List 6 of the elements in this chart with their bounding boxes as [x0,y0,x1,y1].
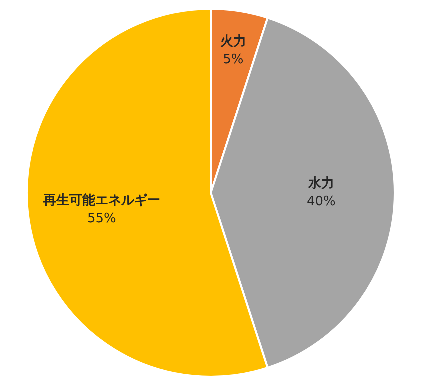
data-label: 5% [223,52,244,68]
data-label: 40% [306,194,336,210]
slice-label: 水力 [307,176,334,192]
slice-label: 火力 [219,34,246,50]
data-label: 55% [88,212,116,227]
slice-label: 再生可能エネルギー [42,192,160,209]
